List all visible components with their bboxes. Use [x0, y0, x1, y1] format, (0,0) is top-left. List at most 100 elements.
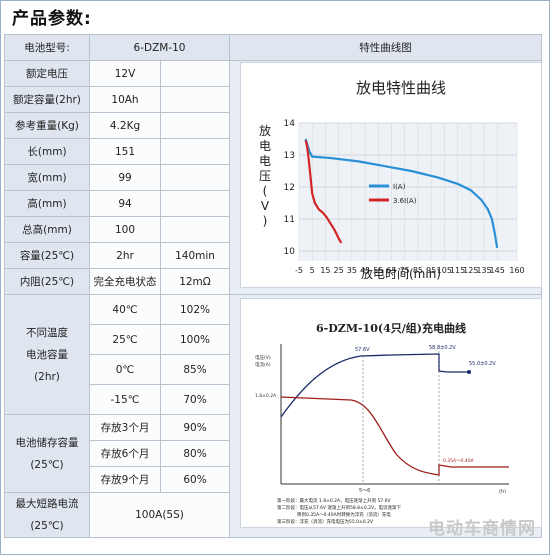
discharge-chart-title: 放电特性曲线	[356, 79, 446, 97]
discharge-chart-xlabel: 放电时间(min)	[361, 266, 441, 281]
x-tick-label: 115	[450, 266, 465, 275]
x-tick-label: 160	[509, 266, 524, 275]
storage-row-period: 存放9个月	[89, 466, 161, 493]
rated-capacity-value: 10Ah	[89, 86, 161, 113]
length-label: 长(mm)	[4, 138, 90, 165]
empty-cell	[160, 138, 230, 165]
legend-label-2: 3.6I(A)	[393, 197, 417, 205]
capacity-25-label: 容量(25℃)	[4, 242, 90, 269]
charge-annot-v3: 55.0±0.2V	[469, 361, 496, 367]
x-tick-label: 35	[347, 266, 357, 275]
charge-x-label: (h)	[499, 489, 506, 495]
temp-row-pct: 70%	[160, 384, 230, 415]
empty-cell	[160, 216, 230, 243]
max-short-current-label: 最大短路电流 (25℃)	[4, 492, 90, 538]
discharge-chart-lines	[304, 138, 499, 248]
model-value: 6-DZM-10	[89, 34, 230, 61]
weight-label: 参考重量(Kg)	[4, 112, 90, 139]
x-tick-label: 45	[360, 266, 370, 275]
y-tick-label: 14	[284, 119, 296, 129]
charge-note-2: 第二阶段：电压从57.6V 逐渐上升到58.8±0.2V，电流逐渐下	[277, 504, 402, 511]
x-tick-label: 5	[310, 266, 315, 275]
charge-chart-panel: 6-DZM-10(4只/组)充电曲线 电压(V) 电流(A) (h) 57.6V…	[240, 298, 542, 528]
rated-voltage-value: 12V	[89, 60, 161, 87]
series-line-2	[304, 140, 343, 244]
storage-capacity-label-line2: (25℃)	[30, 458, 64, 471]
discharge-chart-grid	[298, 122, 518, 261]
x-tick-label: 105	[437, 266, 452, 275]
temp-row-temp: 25℃	[89, 324, 161, 355]
discharge-chart-ticks: 10 11 12 13 14 -5 5 15 25 35 45 55 65 75 85 95 105115125…	[284, 119, 525, 275]
x-tick-label: -5	[295, 266, 303, 275]
storage-row-pct: 80%	[160, 440, 230, 467]
y-tick-label: 10	[284, 247, 296, 257]
x-tick-label: 85	[413, 266, 423, 275]
discharge-chart-legend: I(A) 3.6I(A)	[369, 183, 417, 205]
charge-annot-x-mark: 5～6	[359, 488, 370, 494]
x-tick-label: 145	[490, 266, 505, 275]
temp-row-temp: 40℃	[89, 294, 161, 325]
series-line-1	[304, 138, 499, 248]
storage-row-pct: 90%	[160, 414, 230, 441]
y-label-char: (	[263, 184, 268, 198]
y-label-char: 压	[259, 169, 271, 183]
x-tick-label: 65	[386, 266, 396, 275]
discharge-chart: 放电特性曲线 10 11 12 13 14 -5 5 15 25 35 45 55 65 75 85 95 10…	[259, 79, 525, 281]
charge-chart: 6-DZM-10(4只/组)充电曲线 电压(V) 电流(A) (h) 57.6V…	[255, 321, 509, 525]
y-label-char: 放	[259, 123, 271, 138]
storage-row-period: 存放6个月	[89, 440, 161, 467]
capacity-25-value: 2hr	[89, 242, 161, 269]
internal-resistance-value: 完全充电状态	[89, 268, 161, 295]
empty-cell	[160, 164, 230, 191]
x-tick-label: 55	[373, 266, 383, 275]
empty-cell	[160, 112, 230, 139]
x-tick-label: 15	[320, 266, 330, 275]
max-short-current-value: 100A(5S)	[89, 492, 230, 538]
storage-row-period: 存放3个月	[89, 414, 161, 441]
charge-note-4: 第三阶段：浮充（涓流）充电电压为55.0±0.2V	[277, 518, 374, 525]
max-short-current-label-line1: 最大短路电流	[15, 498, 79, 510]
discharge-chart-panel: 放电特性曲线 10 11 12 13 14 -5 5 15 25 35 45 55 65 75 85 95 10…	[240, 62, 542, 288]
y-label-char: V	[261, 199, 270, 213]
x-tick-label: 25	[334, 266, 344, 275]
rated-voltage-label: 额定电压	[4, 60, 90, 87]
total-height-value: 100	[89, 216, 161, 243]
temp-row-pct: 102%	[160, 294, 230, 325]
x-tick-label: 135	[476, 266, 491, 275]
empty-cell	[160, 86, 230, 113]
temp-capacity-label-line3: (2hr)	[34, 370, 60, 383]
charge-note-3: 降到0.35A～0.40A时转换为浮充（涓流）充电	[297, 511, 391, 518]
internal-resistance-label: 内阻(25℃)	[4, 268, 90, 295]
y-tick-label: 13	[284, 151, 295, 161]
capacity-25-value2: 140min	[160, 242, 230, 269]
model-label: 电池型号:	[4, 34, 90, 61]
temp-row-pct: 100%	[160, 324, 230, 355]
y-label-char: 电	[259, 154, 271, 168]
temp-capacity-label-line1: 不同温度	[26, 326, 68, 339]
watermark: 电动车商情网	[428, 519, 536, 539]
charge-voltage-curve	[280, 353, 469, 418]
max-short-current-label-line2: (25℃)	[30, 520, 64, 532]
height-label: 高(mm)	[4, 190, 90, 217]
rated-capacity-label: 额定容量(2hr)	[4, 86, 90, 113]
internal-resistance-value2: 12mΩ	[160, 268, 230, 295]
charge-annot-v2: 58.8±0.2V	[429, 345, 456, 351]
x-tick-label: 125	[463, 266, 478, 275]
plot-area	[299, 123, 517, 261]
charge-chart-title: 6-DZM-10(4只/组)充电曲线	[316, 321, 466, 335]
weight-value: 4.2Kg	[89, 112, 161, 139]
charge-annot-v1: 57.6V	[355, 347, 370, 353]
charge-current-curve	[280, 396, 509, 476]
temp-capacity-label-line2: 电池容量	[26, 348, 68, 361]
empty-cell	[160, 190, 230, 217]
storage-capacity-label-line1: 电池储存容量	[15, 436, 79, 449]
charge-annot-left-current: 1.8±0.2A	[255, 393, 277, 399]
chart-header: 特性曲线图	[229, 34, 542, 61]
temp-row-pct: 85%	[160, 354, 230, 385]
storage-row-pct: 60%	[160, 466, 230, 493]
x-tick-label: 95	[426, 266, 436, 275]
charge-note-1: 第一阶段：最大电流 1.8±0.2A，电压逐渐上升到 57.6V	[277, 497, 392, 504]
empty-cell	[160, 60, 230, 87]
charge-annot-end-current: 0.35A～0.40A	[443, 458, 475, 464]
temp-row-temp: 0℃	[89, 354, 161, 385]
